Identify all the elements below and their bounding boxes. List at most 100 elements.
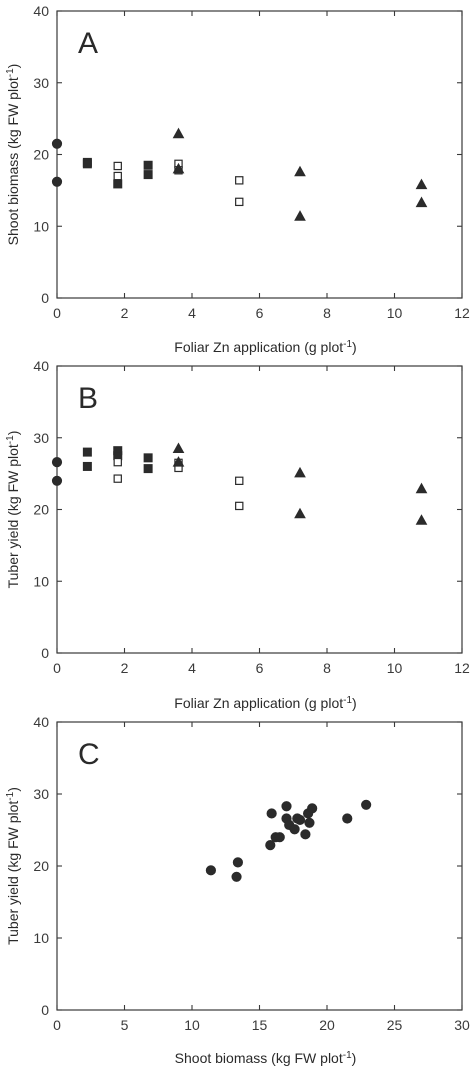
x-tick-label: 4 [188, 305, 196, 321]
y-tick-label: 40 [33, 714, 49, 730]
x-tick-label: 2 [121, 305, 129, 321]
axis-title-superscript: -1 [5, 435, 16, 444]
x-tick-label: 15 [252, 1017, 268, 1033]
data-point-square-open [235, 501, 244, 511]
data-point-circle [51, 475, 63, 486]
data-point-square-filled [113, 179, 123, 189]
x-tick-label: 10 [387, 305, 403, 321]
x-tick-label: 2 [121, 660, 129, 676]
y-tick-label: 10 [33, 218, 49, 234]
x-tick-label: 4 [188, 660, 196, 676]
data-point-square-filled [143, 453, 153, 463]
axis-title-superscript: -1 [343, 1050, 352, 1061]
y-tick-label: 0 [41, 1002, 49, 1018]
x-tick-label: 8 [323, 660, 331, 676]
data-point-circle [274, 832, 285, 843]
plot-frame [56, 10, 463, 299]
data-point-triangle [172, 162, 185, 174]
data-point-square-filled [82, 447, 92, 457]
x-axis-title: Foliar Zn application (g plot-1) [174, 339, 356, 356]
data-point-triangle [415, 514, 428, 525]
y-tick-label: 20 [33, 502, 49, 518]
x-tick-label: 12 [454, 660, 470, 676]
axis-title-text: Shoot biomass (kg FW plot [5, 77, 21, 245]
panel-label: A [78, 27, 98, 60]
data-point-triangle [415, 178, 428, 190]
axis-title-superscript: -1 [343, 339, 352, 350]
data-point-circle [265, 840, 276, 851]
y-axis-title: Tuber yield (kg FW plot-1) [5, 787, 22, 945]
plot-frame [56, 721, 463, 1011]
data-point-square-open [113, 161, 122, 171]
axis-title-superscript: -1 [5, 68, 16, 77]
data-point-square-filled [143, 464, 153, 474]
panel-a: 0 2 4 6 8 10 12 0 10 20 30 40 Foliar Zn application … [5, 3, 470, 355]
data-point-circle [342, 813, 353, 824]
y-tick-label: 10 [33, 573, 49, 589]
x-tick-label: 5 [121, 1017, 129, 1033]
axis-title-text-end: ) [5, 787, 21, 792]
data-point-square-filled [82, 461, 92, 471]
data-point-triangle [294, 165, 306, 177]
data-point-circle [205, 865, 216, 876]
panel-label: B [78, 382, 98, 415]
data-point-triangle [172, 442, 185, 454]
data-point-circle [51, 176, 63, 187]
x-tick-label: 25 [387, 1017, 403, 1033]
axis-title-superscript: -1 [5, 791, 16, 800]
data-point-circle [231, 871, 242, 882]
y-tick-label: 30 [33, 75, 49, 91]
panel-label: C [78, 738, 100, 771]
x-axis-title: Foliar Zn application (g plot-1) [174, 695, 356, 712]
data-point-circle [294, 814, 306, 826]
y-tick-label: 40 [33, 358, 49, 374]
data-point-circle [51, 138, 63, 149]
data-point-square-open [235, 476, 244, 486]
panel-b: 0 2 4 6 8 10 12 0 10 20 30 40 Foliar Zn application … [5, 358, 470, 711]
data-point-square-open [113, 474, 122, 483]
data-point-circle [232, 857, 243, 868]
axis-title-text: Tuber yield (kg FW plot [5, 444, 21, 588]
y-tick-label: 20 [33, 147, 49, 163]
axis-title-text-end: ) [352, 695, 357, 711]
y-tick-label: 30 [33, 430, 49, 446]
axis-title-text: Shoot biomass (kg FW plot [175, 1050, 343, 1066]
x-tick-label: 6 [256, 660, 264, 676]
axis-title-text: Foliar Zn application (g plot [174, 339, 343, 355]
axis-title-text: Foliar Zn application (g plot [174, 695, 343, 711]
data-point-circle [51, 457, 63, 468]
x-tick-label: 20 [319, 1017, 335, 1033]
x-tick-label: 10 [387, 660, 403, 676]
axis-title-superscript: -1 [343, 695, 352, 706]
data-point-circle [307, 803, 318, 814]
axis-title-text-end: ) [5, 64, 21, 69]
y-tick-label: 10 [33, 930, 49, 946]
data-point-square-open [235, 176, 244, 185]
x-tick-label: 6 [256, 305, 264, 321]
data-point-triangle [294, 466, 306, 478]
axis-title-text-end: ) [5, 431, 21, 436]
data-point-circle [266, 808, 277, 819]
axis-title-text-end: ) [352, 1050, 357, 1066]
x-tick-label: 0 [53, 305, 61, 321]
data-point-triangle [294, 210, 306, 221]
panel-c: 0 5 10 15 20 25 30 0 10 20 30 40 Shoot biomass (kg F… [5, 714, 470, 1066]
x-tick-label: 10 [184, 1017, 200, 1033]
data-point-circle [304, 817, 315, 828]
data-point-triangle [415, 196, 428, 208]
y-axis-title: Tuber yield (kg FW plot-1) [5, 431, 22, 589]
y-axis-title: Shoot biomass (kg FW plot-1) [5, 64, 22, 246]
y-tick-label: 0 [41, 645, 49, 661]
data-point-square-open [113, 457, 122, 467]
data-point-triangle [294, 507, 306, 519]
x-axis-title: Shoot biomass (kg FW plot-1) [175, 1050, 357, 1067]
data-point-triangle [172, 456, 185, 467]
data-point-square-filled [82, 159, 92, 169]
data-point-triangle [415, 482, 428, 494]
x-tick-label: 8 [323, 305, 331, 321]
y-tick-label: 40 [33, 3, 49, 19]
x-tick-label: 30 [454, 1017, 470, 1033]
data-point-square-open [113, 171, 122, 181]
